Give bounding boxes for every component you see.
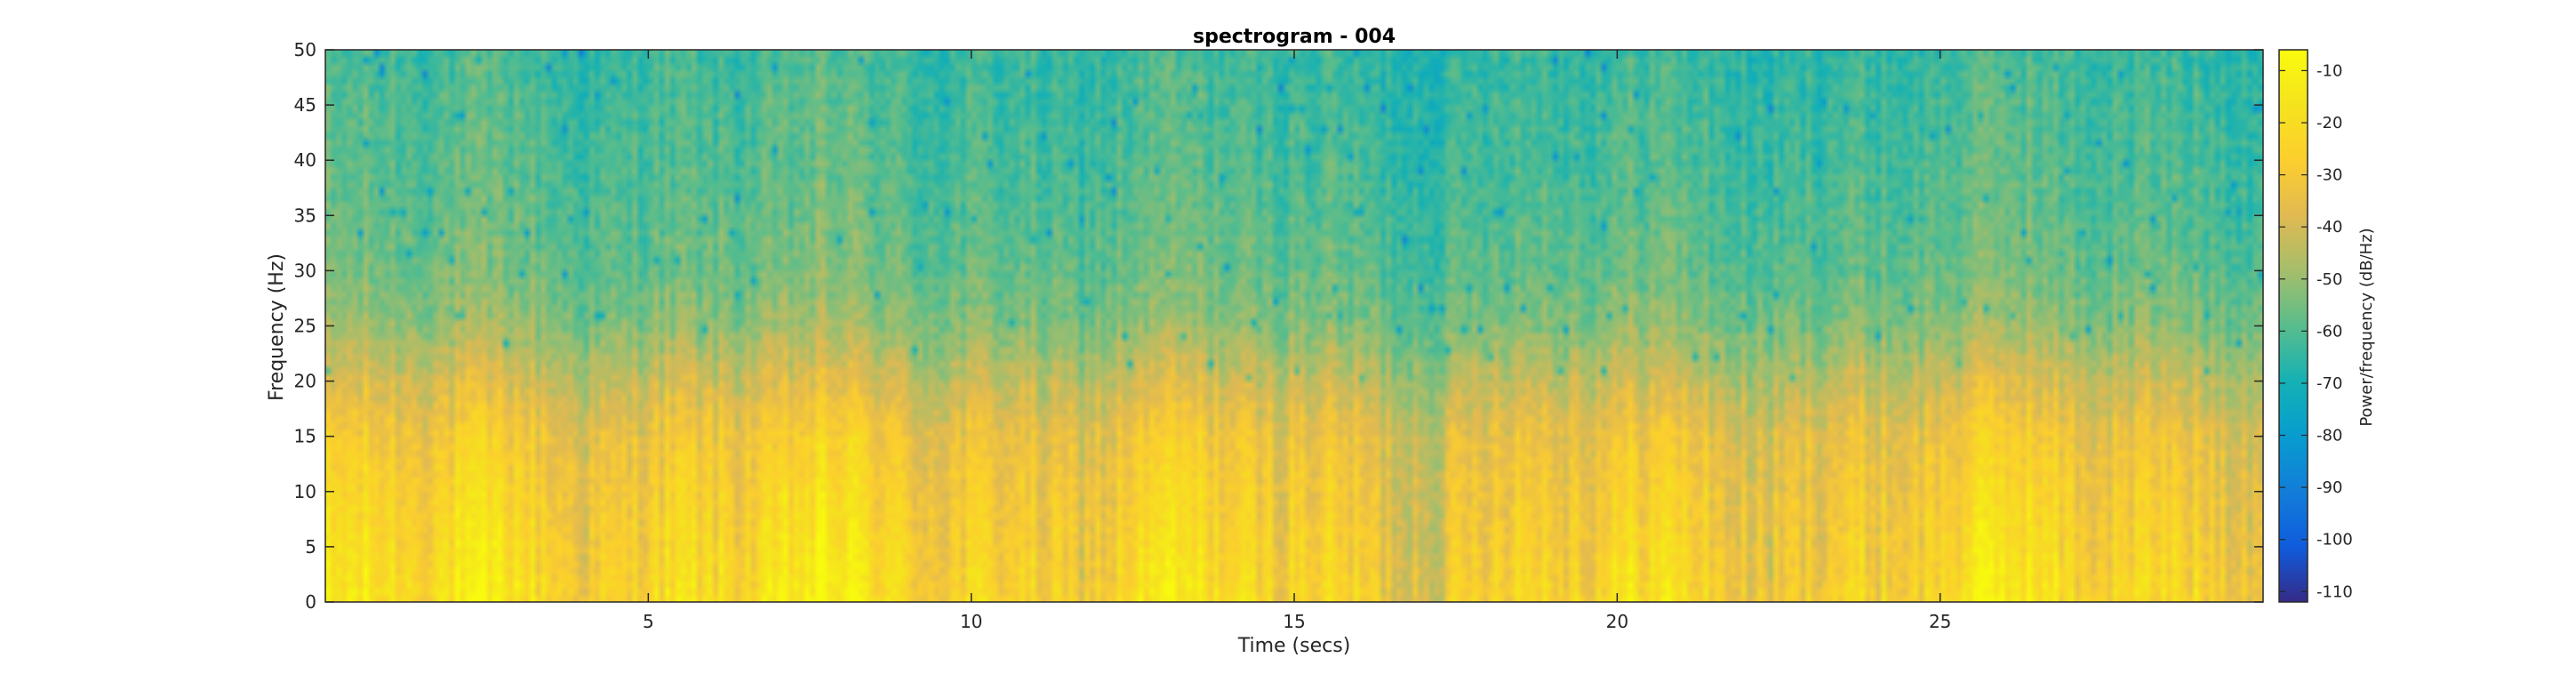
- colorbar-tick-label: -100: [2316, 531, 2353, 550]
- x-tick-label: 5: [643, 611, 654, 632]
- y-tick-label: 5: [305, 536, 316, 558]
- colorbar-label: Power/frequency (dB/Hz): [2357, 228, 2376, 426]
- y-tick-label: 30: [294, 260, 316, 281]
- x-tick-label: 10: [960, 611, 982, 632]
- y-axis-label: Frequency (Hz): [266, 253, 288, 401]
- x-axis-label: Time (secs): [1237, 635, 1351, 657]
- y-axis: 0 5 10 15 20 25 30 35 40 45 50: [294, 39, 2263, 613]
- x-tick-label: 20: [1606, 611, 1628, 632]
- colorbar-tick-label: -30: [2316, 166, 2342, 185]
- x-tick-label: 25: [1929, 611, 1951, 632]
- colorbar-tick-label: -20: [2316, 114, 2342, 132]
- y-tick-label: 40: [294, 149, 316, 171]
- chart-title: spectrogram - 004: [1193, 26, 1396, 48]
- spectrogram-plot-area: [324, 49, 2264, 603]
- colorbar-tick-label: -90: [2316, 478, 2342, 497]
- colorbar-tick-label: -10: [2316, 61, 2342, 80]
- y-tick-label: 45: [294, 94, 316, 116]
- y-tick-label: 20: [294, 371, 316, 392]
- colorbar-tick-label: -60: [2316, 322, 2342, 341]
- y-tick-label: 10: [294, 481, 316, 502]
- y-tick-label: 25: [294, 316, 316, 337]
- colorbar-tick-label: -110: [2316, 582, 2353, 601]
- y-tick-label: 35: [294, 205, 316, 226]
- x-axis: 5 10 15 20 25: [643, 50, 1951, 632]
- x-tick-label: 15: [1283, 611, 1305, 632]
- colorbar-tick-label: -70: [2316, 374, 2342, 393]
- y-tick-label: 50: [294, 39, 316, 60]
- colorbar-tick-label: -80: [2316, 427, 2342, 445]
- colorbar: -10 -20 -30 -40 -50 -60 -70 -80 -90 -100 -110: [2278, 49, 2353, 603]
- y-tick-label: 15: [294, 426, 316, 447]
- spectrogram-image: [325, 50, 2263, 602]
- y-tick-label: 0: [305, 591, 316, 613]
- colorbar-tick-label: -50: [2316, 270, 2342, 289]
- colorbar-scale: [2278, 49, 2308, 603]
- colorbar-tick-label: -40: [2316, 218, 2342, 237]
